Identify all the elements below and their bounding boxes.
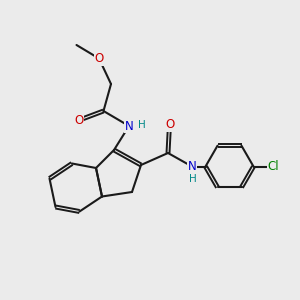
Text: O: O <box>165 118 174 131</box>
Text: H: H <box>138 119 146 130</box>
Text: O: O <box>74 113 83 127</box>
Text: N: N <box>124 119 134 133</box>
Text: N: N <box>188 160 196 173</box>
Text: H: H <box>189 173 196 184</box>
Text: Cl: Cl <box>268 160 279 173</box>
Text: O: O <box>94 52 103 65</box>
